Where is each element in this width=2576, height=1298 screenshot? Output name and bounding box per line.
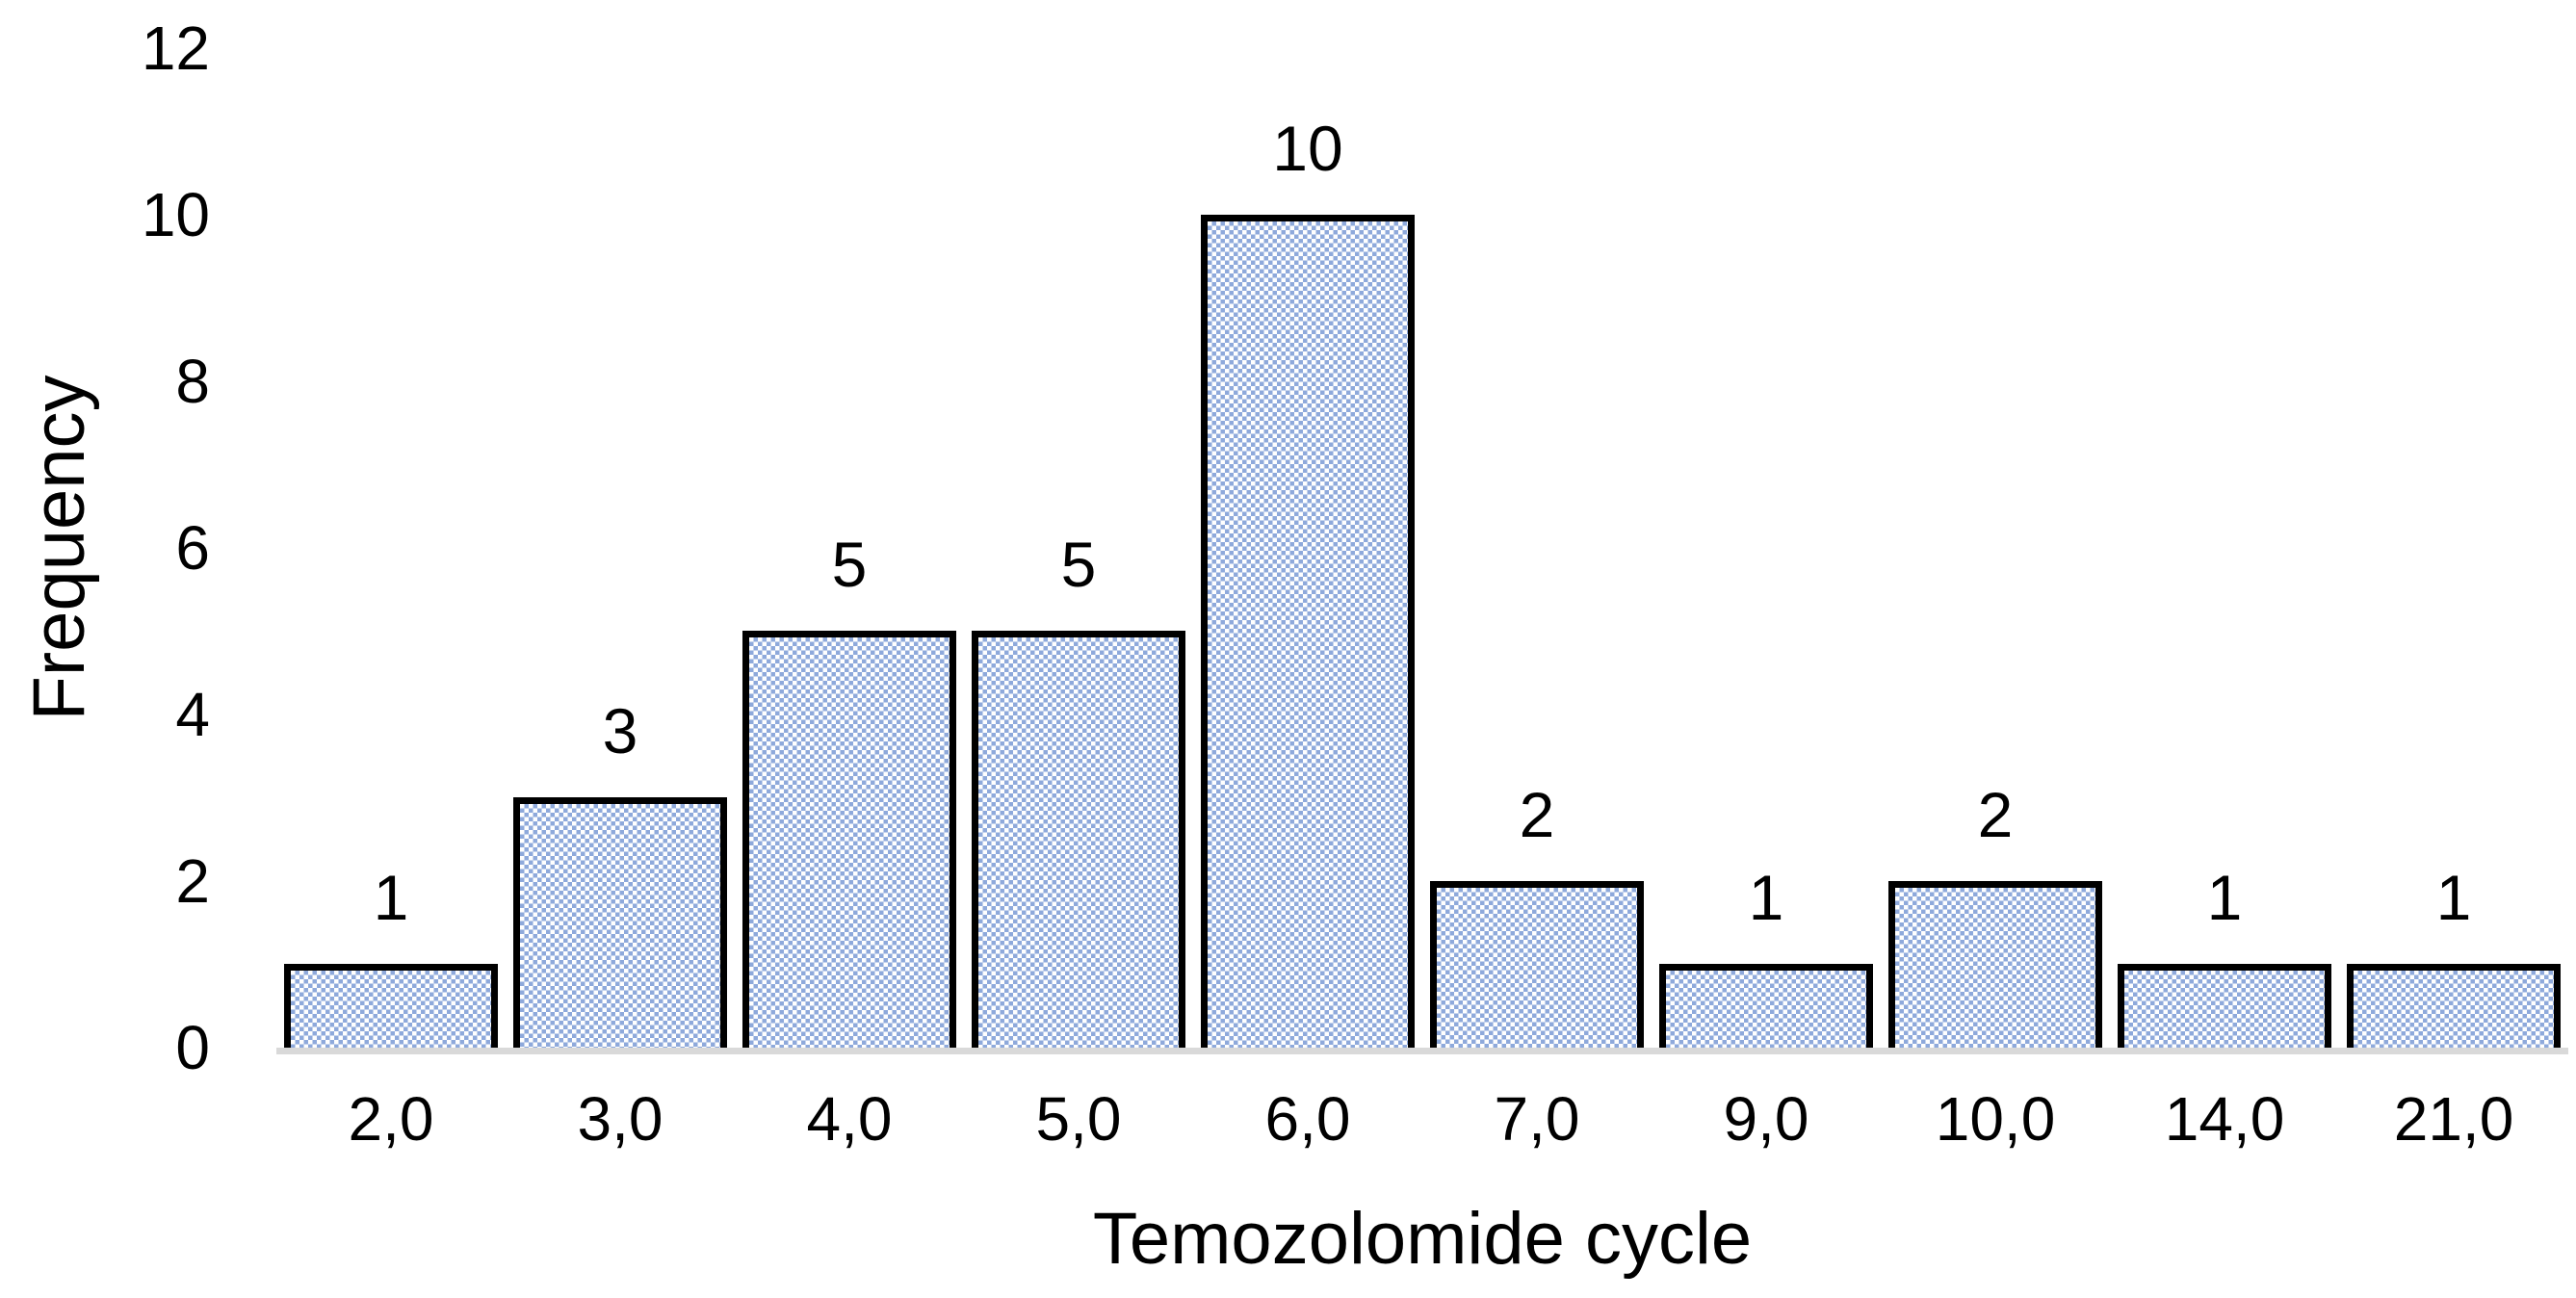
x-axis-title: Temozolomide cycle	[1092, 1198, 1753, 1280]
bar	[1888, 881, 2102, 1048]
bar	[742, 631, 956, 1048]
x-tick-label: 21,0	[2393, 1084, 2514, 1154]
bar	[513, 797, 727, 1048]
bar	[2118, 964, 2331, 1048]
x-tick-label: 2,0	[348, 1084, 434, 1154]
x-tick-label: 10,0	[1935, 1084, 2056, 1154]
bar-data-label: 2	[1977, 779, 2014, 850]
bar-data-label: 1	[2435, 862, 2472, 933]
y-tick-label: 12	[141, 13, 210, 83]
y-tick-label: 4	[175, 680, 210, 749]
bar	[972, 631, 1185, 1048]
bar-data-label: 5	[1060, 529, 1097, 600]
x-tick-label: 9,0	[1723, 1084, 1809, 1154]
bar	[1201, 215, 1415, 1048]
bar	[2347, 964, 2561, 1048]
y-tick-label: 8	[175, 347, 210, 416]
bar-data-label: 1	[1748, 862, 1784, 933]
x-tick-label: 14,0	[2164, 1084, 2285, 1154]
bar-data-label: 2	[1519, 779, 1555, 850]
bar	[284, 964, 498, 1048]
plot-area	[276, 48, 2568, 1048]
x-tick-label: 3,0	[577, 1084, 664, 1154]
bar-data-label: 3	[602, 695, 638, 766]
x-tick-label: 5,0	[1035, 1084, 1122, 1154]
x-tick-label: 6,0	[1264, 1084, 1351, 1154]
bar	[1659, 964, 1873, 1048]
x-axis-line	[276, 1048, 2568, 1054]
x-tick-label: 4,0	[806, 1084, 893, 1154]
y-tick-label: 6	[175, 513, 210, 583]
y-tick-label: 10	[141, 180, 210, 249]
y-tick-label: 2	[175, 846, 210, 916]
bar-data-label: 5	[831, 529, 868, 600]
bar-data-label: 1	[373, 862, 409, 933]
bar-data-label: 1	[2206, 862, 2243, 933]
x-tick-label: 7,0	[1494, 1084, 1580, 1154]
y-tick-label: 0	[175, 1013, 210, 1082]
bar	[1430, 881, 1644, 1048]
bar-data-label: 10	[1272, 113, 1343, 184]
